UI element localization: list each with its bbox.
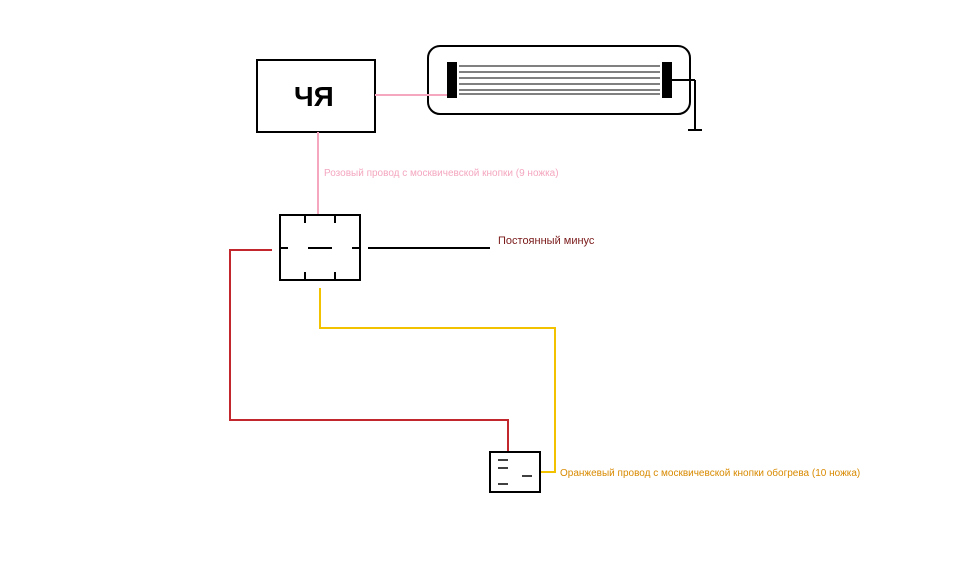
svg-text:Розовый провод с москвичевской: Розовый провод с москвичевской кнопки (9… xyxy=(324,168,559,179)
svg-text:Постоянный минус: Постоянный минус xyxy=(498,235,595,247)
svg-text:ЧЯ: ЧЯ xyxy=(294,81,334,112)
wiring-diagram: ЧЯ Розовый провод с москвичевской кнопки … xyxy=(0,0,960,565)
svg-text:Оранжевый провод с москвичевск: Оранжевый провод с москвичевской кнопки … xyxy=(560,467,860,479)
